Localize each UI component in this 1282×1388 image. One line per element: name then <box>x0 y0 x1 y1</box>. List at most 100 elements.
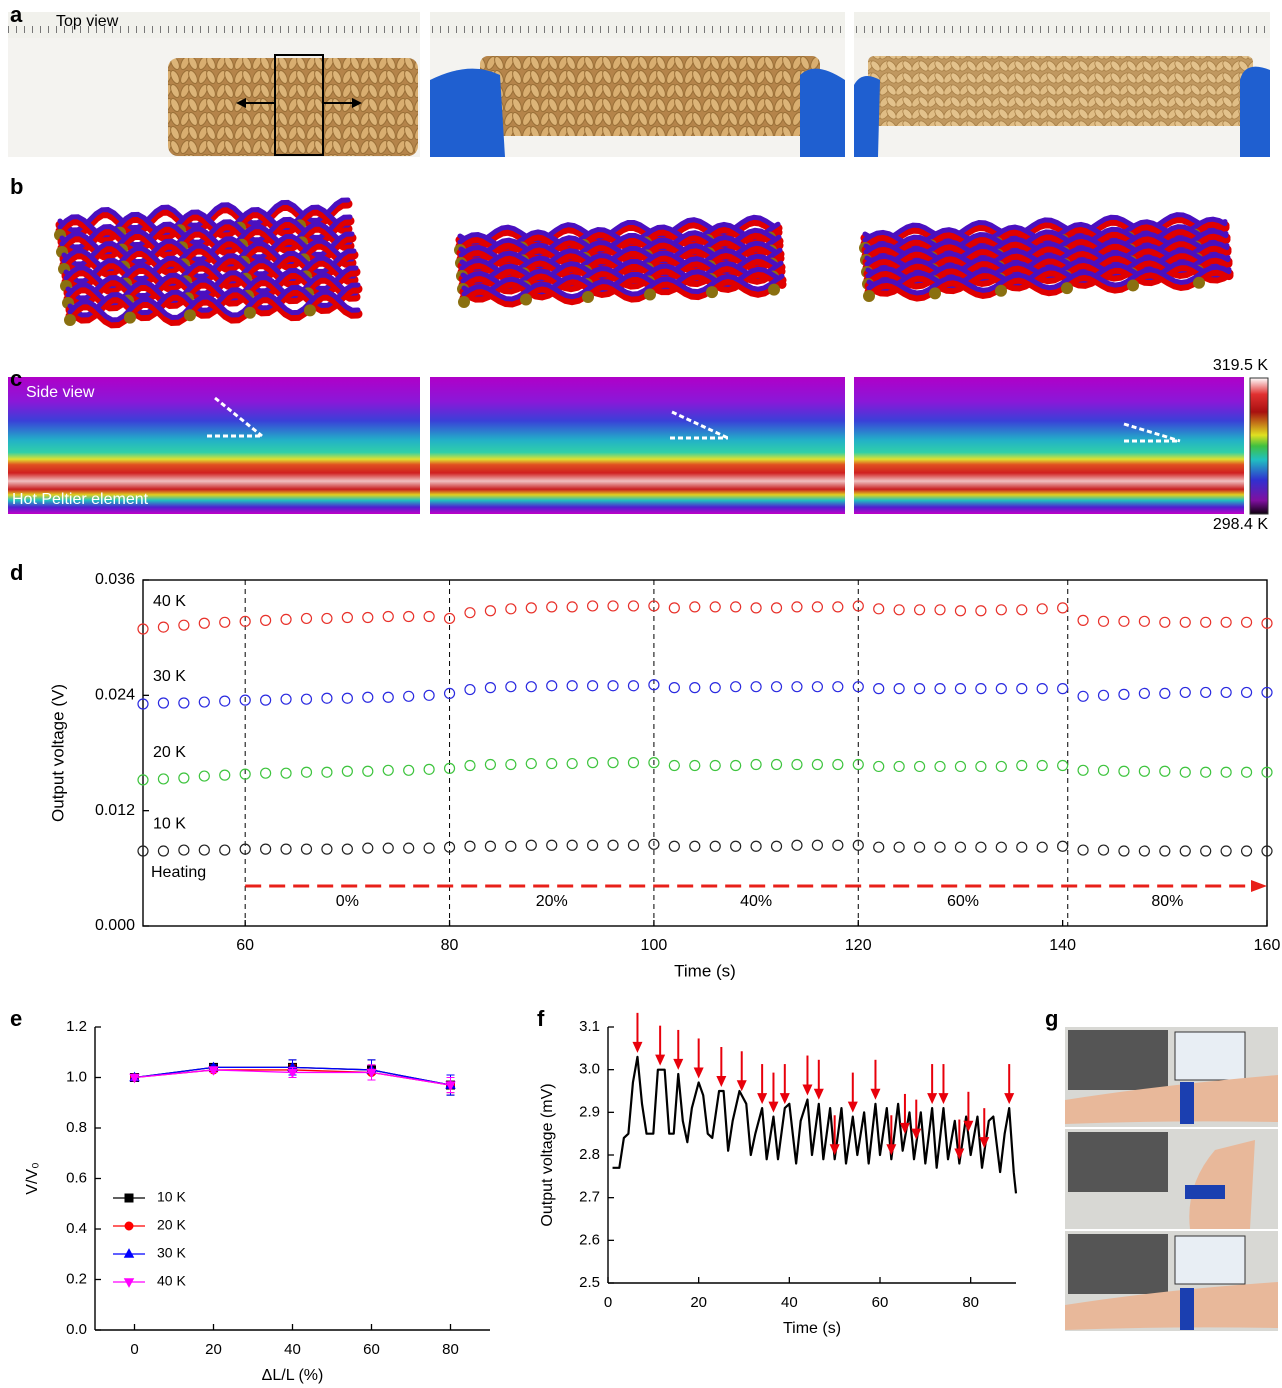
y-tick-label: 0.6 <box>66 1169 87 1186</box>
data-point <box>1139 688 1149 698</box>
data-point <box>710 602 720 612</box>
data-point <box>1058 841 1068 851</box>
y-tick-label: 0.024 <box>95 687 135 704</box>
data-point <box>690 841 700 851</box>
instrument <box>1068 1030 1168 1090</box>
colorbar <box>1250 378 1268 514</box>
data-point <box>669 760 679 770</box>
peak-arrow-head <box>737 1080 747 1091</box>
data-point <box>261 844 271 854</box>
data-point <box>199 618 209 628</box>
data-point <box>751 841 761 851</box>
data-point <box>342 693 352 703</box>
y-tick-label: 2.5 <box>579 1274 600 1291</box>
y-tick-label: 3.0 <box>579 1061 600 1078</box>
heating-arrow-head <box>1251 880 1267 892</box>
yarn-end <box>582 291 594 303</box>
data-point <box>322 613 332 623</box>
peak-arrow-head <box>830 1144 840 1155</box>
page: a b c d e f g Top view Side view Hot Pel… <box>0 0 1282 1388</box>
data-point <box>1119 766 1129 776</box>
y-tick-label: 2.6 <box>579 1231 600 1248</box>
x-tick-label: 40 <box>781 1294 798 1311</box>
data-point <box>833 840 843 850</box>
data-point <box>281 844 291 854</box>
data-point <box>281 768 291 778</box>
data-point <box>1058 760 1068 770</box>
peak-arrow-head <box>870 1089 880 1100</box>
data-point <box>1078 765 1088 775</box>
data-point <box>261 615 271 625</box>
data-point <box>342 612 352 622</box>
data-point <box>894 842 904 852</box>
data-point <box>894 761 904 771</box>
data-point <box>751 760 761 770</box>
region-label: 20% <box>536 893 568 910</box>
data-point <box>772 841 782 851</box>
x-tick-label: 0 <box>130 1341 138 1358</box>
data-point <box>342 766 352 776</box>
data-point <box>301 767 311 777</box>
panel-label: d <box>10 560 23 585</box>
data-point <box>506 841 516 851</box>
data-point <box>567 681 577 691</box>
data-point <box>955 606 965 616</box>
legend-label: 10 K <box>157 1189 186 1205</box>
y-tick-label: 2.7 <box>579 1189 600 1206</box>
data-point <box>383 843 393 853</box>
data-point <box>301 844 311 854</box>
yarn-end <box>929 287 941 299</box>
ruler <box>430 12 845 38</box>
data-point <box>1160 688 1170 698</box>
y-tick-label: 3.1 <box>579 1018 600 1035</box>
data-point <box>567 602 577 612</box>
data-point <box>547 759 557 769</box>
y-tick-label: 0.012 <box>95 802 135 819</box>
photo-g <box>1065 1027 1278 1331</box>
scale-min: 298.4 K <box>1213 516 1268 533</box>
data-point <box>220 845 230 855</box>
y-axis-label: V/V₀ <box>24 1162 41 1194</box>
yarn-end <box>458 296 470 308</box>
data-point <box>1180 767 1190 777</box>
yarn-end <box>1061 282 1073 294</box>
data-point <box>404 765 414 775</box>
data-point <box>731 841 741 851</box>
data-point <box>220 617 230 627</box>
x-axis-label: ΔL/L (%) <box>262 1367 324 1384</box>
data-point <box>772 760 782 770</box>
data-point <box>628 840 638 850</box>
data-point <box>158 698 168 708</box>
data-point <box>731 602 741 612</box>
knit-render <box>54 200 358 326</box>
data-point <box>588 840 598 850</box>
instrument <box>1068 1234 1168 1294</box>
data-point <box>179 773 189 783</box>
instrument <box>1068 1132 1168 1192</box>
data-point <box>179 620 189 630</box>
data-point <box>996 842 1006 852</box>
yarn-end <box>706 286 718 298</box>
data-point <box>608 758 618 768</box>
data-point <box>1139 616 1149 626</box>
data-point <box>1058 684 1068 694</box>
data-point <box>751 603 761 613</box>
data-point <box>1139 846 1149 856</box>
data-point <box>485 683 495 693</box>
data-point <box>322 844 332 854</box>
panel-label: a <box>10 2 23 27</box>
y-axis-label: Output voltage (mV) <box>539 1083 556 1226</box>
x-tick-label: 60 <box>363 1341 380 1358</box>
glove <box>1240 67 1270 157</box>
data-point <box>874 684 884 694</box>
data-point <box>996 761 1006 771</box>
x-tick-label: 60 <box>236 937 254 954</box>
data-point <box>608 840 618 850</box>
data-point <box>1078 691 1088 701</box>
peak-arrow-head <box>848 1102 858 1113</box>
data-point <box>506 682 516 692</box>
data-point <box>588 681 598 691</box>
data-point <box>1017 684 1027 694</box>
data-point <box>874 604 884 614</box>
data-point <box>874 842 884 852</box>
